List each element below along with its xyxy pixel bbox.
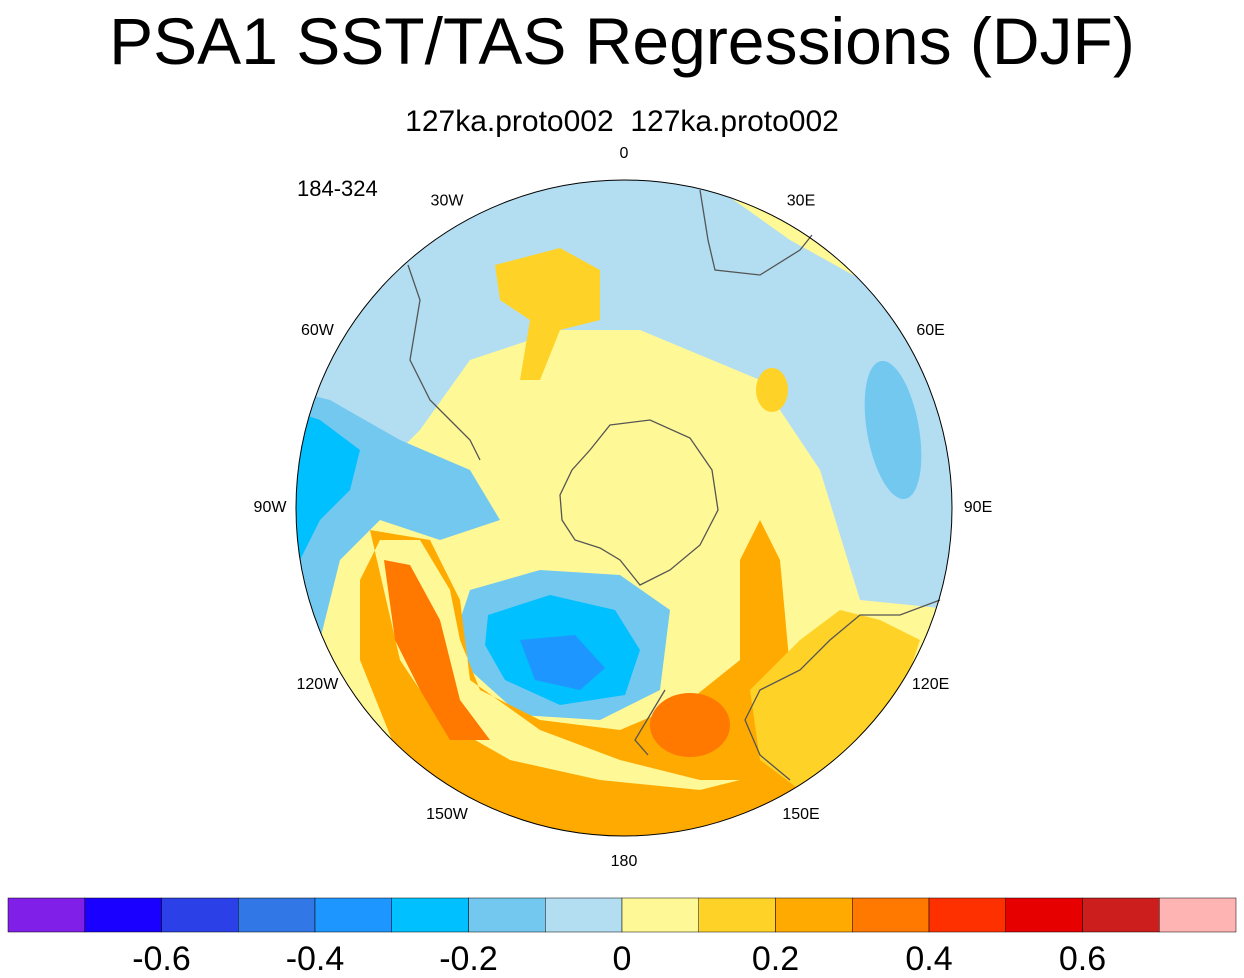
colorbar-swatch — [391, 897, 469, 933]
africa-coastline — [699, 189, 813, 276]
longitude-label: 120E — [912, 676, 949, 693]
longitude-label: 0 — [620, 145, 629, 162]
colorbar-label: 0.2 — [752, 940, 799, 978]
colorbar-label: -0.2 — [439, 940, 498, 978]
region-south-indian-spot — [756, 368, 788, 412]
longitude-label: 150E — [782, 806, 819, 823]
region-west-pacific-positive — [360, 520, 820, 836]
map-boundary — [295, 179, 953, 837]
longitude-labels: 0 30E 60E 90E 120E 150E 180 150W 120W 90W 60W 30W — [254, 145, 993, 870]
antarctica-coastline — [559, 419, 719, 586]
longitude-label: 150W — [426, 806, 469, 823]
region-australia-zone — [750, 610, 920, 790]
south-america-coastline — [407, 264, 481, 461]
colorbar-swatch — [1082, 897, 1160, 933]
plot-title: PSA1 SST/TAS Regressions (DJF) — [109, 4, 1135, 78]
colorbar-swatch — [468, 897, 546, 933]
colorbar-swatch — [161, 897, 239, 933]
colorbar-label: 0 — [613, 940, 632, 978]
colorbar-swatch — [852, 897, 930, 933]
colorbar-swatch — [314, 897, 392, 933]
colorbar-swatch — [238, 897, 316, 933]
colorbar: -0.6 -0.4 -0.2 0 0.2 0.4 0.6 — [7, 897, 1237, 978]
longitude-label: 120W — [297, 676, 340, 693]
region-west-core-negative — [296, 410, 360, 580]
colorbar-label: -0.4 — [286, 940, 345, 978]
map-disc-content — [296, 180, 952, 836]
colorbar-swatch — [545, 897, 623, 933]
region-west-blue-band — [296, 180, 952, 610]
plot-subtitle: 127ka.proto002 127ka.proto002 — [405, 105, 839, 138]
region-indian-ocean-core — [864, 360, 922, 500]
colorbar-swatch — [775, 897, 853, 933]
longitude-label: 30E — [787, 193, 815, 210]
region-nz-positive — [650, 693, 730, 757]
colorbar-label: 0.4 — [905, 940, 952, 978]
australia-coastline — [744, 599, 941, 781]
longitude-label: 60E — [916, 322, 944, 339]
period-label: 184-324 — [297, 176, 378, 201]
region-pacific-min-negative — [520, 635, 605, 690]
longitude-label: 60W — [301, 322, 335, 339]
longitude-label: 30W — [431, 193, 465, 210]
colorbar-swatch — [621, 897, 699, 933]
longitude-label: 180 — [611, 853, 638, 870]
colorbar-swatch — [1159, 897, 1237, 933]
region-south-atlantic-positive — [495, 248, 600, 380]
region-west-pacific-core — [402, 600, 424, 632]
colorbar-swatch — [698, 897, 776, 933]
longitude-label: 90W — [254, 499, 288, 516]
colorbar-swatch — [1005, 897, 1083, 933]
longitude-label: 90E — [964, 499, 992, 516]
new-zealand-coastline — [634, 689, 666, 756]
colorbar-swatch — [84, 897, 162, 933]
colorbar-swatch — [7, 897, 85, 933]
colorbar-label: -0.6 — [132, 940, 191, 978]
colorbar-label: 0.6 — [1059, 940, 1106, 978]
colorbar-swatch — [928, 897, 1006, 933]
